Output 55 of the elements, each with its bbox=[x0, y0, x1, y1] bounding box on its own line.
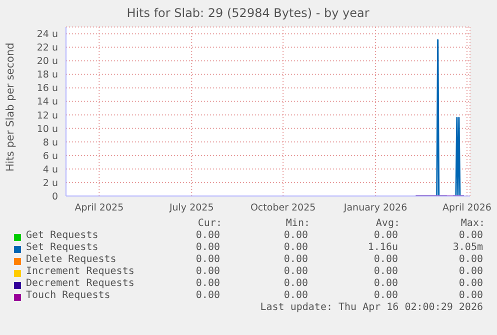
x-tick-label: April 2026 bbox=[442, 202, 492, 214]
text: 3.05m bbox=[452, 242, 483, 253]
y-tick-label: 8 u bbox=[42, 137, 58, 148]
legend-label: Delete Requests bbox=[26, 254, 116, 265]
x-tick-label: July 2025 bbox=[168, 202, 214, 214]
y-axis-title: Hits per Slab per second bbox=[4, 42, 17, 172]
legend-label: Touch Requests bbox=[26, 290, 110, 301]
y-tick-label: 16 u bbox=[36, 83, 58, 94]
text: 0.00 bbox=[458, 230, 483, 241]
text: Min: bbox=[286, 218, 310, 229]
text: 0.00 bbox=[196, 290, 220, 301]
text: 0.00 bbox=[284, 266, 308, 277]
text: Avg: bbox=[376, 218, 400, 229]
text: 0.00 bbox=[284, 254, 308, 265]
text: Max: bbox=[460, 218, 485, 229]
y-tick-label: 4 u bbox=[42, 164, 58, 176]
legend-label: Get Requests bbox=[26, 230, 98, 241]
x-tick-label: January 2026 bbox=[342, 202, 408, 214]
text: Cur: bbox=[198, 218, 222, 229]
text: 0.00 bbox=[458, 266, 483, 277]
y-tick-label: 2 u bbox=[42, 178, 58, 189]
text: 0.00 bbox=[284, 290, 308, 301]
text: Last update: Thu Apr 16 02:00:29 2026 bbox=[260, 302, 483, 313]
text: 0.00 bbox=[196, 230, 220, 241]
text: 0.00 bbox=[458, 278, 483, 289]
chart-title: Hits for Slab: 29 (52984 Bytes) - by year bbox=[126, 6, 370, 20]
y-tick-label: 22 u bbox=[36, 42, 58, 54]
x-tick-label: April 2025 bbox=[74, 202, 124, 214]
text: 0.00 bbox=[284, 242, 308, 253]
text: 0.00 bbox=[374, 290, 398, 301]
text: 0.00 bbox=[196, 278, 220, 289]
legend-label: Set Requests bbox=[26, 242, 98, 253]
text: 0.00 bbox=[374, 266, 398, 277]
y-tick-label: 14 u bbox=[36, 96, 58, 108]
y-tick-label: 24 u bbox=[36, 29, 58, 40]
text: 0.00 bbox=[196, 254, 220, 265]
x-tick-label: October 2025 bbox=[250, 202, 316, 214]
legend-label: Increment Requests bbox=[26, 266, 134, 277]
y-tick-label: 12 u bbox=[36, 110, 58, 122]
text: 0.00 bbox=[374, 230, 398, 241]
text: 1.16u bbox=[368, 242, 398, 253]
text: 0.00 bbox=[284, 278, 308, 289]
y-tick-label: 6 u bbox=[42, 150, 58, 162]
y-tick-label: 18 u bbox=[36, 70, 58, 81]
legend-label: Decrement Requests bbox=[26, 278, 134, 289]
text: 0.00 bbox=[374, 278, 398, 289]
text: 0.00 bbox=[196, 242, 220, 253]
text: 0.00 bbox=[196, 266, 220, 277]
y-tick-label: 0 bbox=[52, 191, 58, 202]
text: 0.00 bbox=[458, 254, 483, 265]
y-tick-label: 20 u bbox=[36, 56, 58, 68]
y-tick-label: 10 u bbox=[36, 124, 58, 135]
text: 0.00 bbox=[374, 254, 398, 265]
text: 0.00 bbox=[458, 290, 483, 301]
text: 0.00 bbox=[284, 230, 308, 241]
